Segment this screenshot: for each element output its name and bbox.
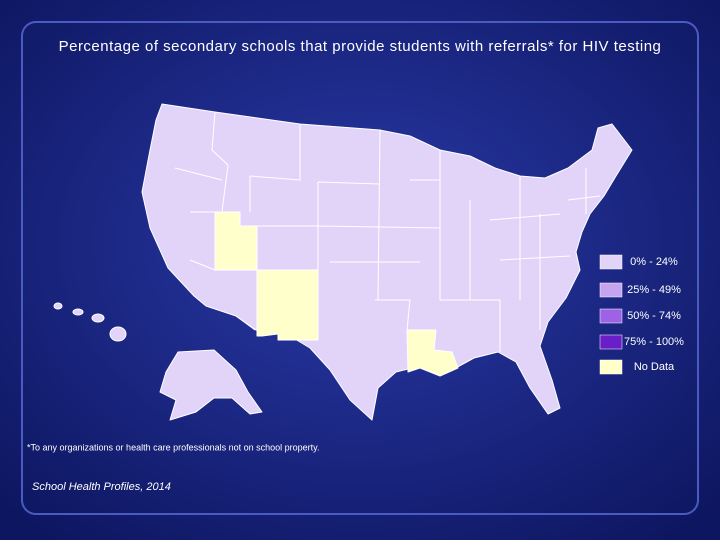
legend-swatch bbox=[599, 282, 623, 298]
legend-label: 75% - 100% bbox=[624, 336, 684, 348]
hawaii bbox=[72, 308, 84, 316]
no-data-state bbox=[406, 329, 459, 377]
legend-label: 0% - 24% bbox=[630, 256, 678, 268]
footnote: *To any organizations or health care pro… bbox=[27, 442, 320, 452]
legend-swatch bbox=[599, 254, 623, 270]
no-data-state bbox=[256, 269, 319, 341]
legend-swatch bbox=[599, 359, 623, 375]
hawaii bbox=[53, 302, 63, 310]
map bbox=[53, 103, 633, 421]
title: Percentage of secondary schools that pro… bbox=[58, 38, 662, 55]
legend-label: No Data bbox=[634, 361, 675, 373]
legend-swatch bbox=[599, 308, 623, 324]
legend: 0% - 24% 25% - 49% 50% - 74% 75% - 100% No D… bbox=[599, 254, 684, 375]
legend-label: 50% - 74% bbox=[627, 310, 681, 322]
alaska bbox=[159, 349, 263, 421]
hawaii bbox=[91, 313, 105, 323]
legend-label: 25% - 49% bbox=[627, 284, 681, 296]
source: School Health Profiles, 2014 bbox=[32, 481, 171, 493]
state-borders bbox=[174, 111, 601, 352]
title-box: Percentage of secondary schools that pro… bbox=[58, 38, 662, 55]
legend-swatch bbox=[599, 334, 623, 350]
hawaii bbox=[109, 326, 127, 342]
panel-border bbox=[21, 21, 699, 515]
